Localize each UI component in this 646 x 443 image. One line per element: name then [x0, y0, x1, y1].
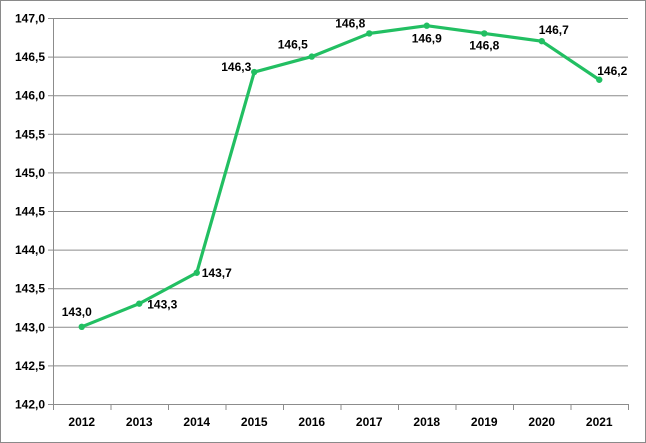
y-axis-tick-label: 144,5	[15, 205, 45, 219]
data-label: 146,2	[597, 64, 627, 78]
x-axis-tick-label: 2021	[586, 415, 613, 429]
data-point	[538, 37, 545, 45]
data-point	[78, 323, 85, 330]
data-label: 146,5	[278, 38, 308, 52]
data-label: 143,3	[147, 298, 177, 312]
x-axis-tick-label: 2019	[471, 415, 498, 429]
data-point	[366, 30, 373, 37]
data-point	[481, 30, 488, 37]
series-line	[80, 24, 601, 329]
data-label: 143,7	[202, 266, 232, 280]
y-axis-tick-labels: 142,0 142,5 143,0 143,5 144,0 144,5 145,0 145,5…	[15, 12, 45, 412]
axes	[53, 18, 629, 410]
y-axis-tick-label: 147,0	[15, 12, 45, 26]
data-series	[78, 22, 603, 330]
data-point	[596, 76, 603, 83]
data-label: 146,7	[539, 23, 569, 37]
data-label: 146,3	[221, 60, 251, 74]
gridlines	[48, 18, 628, 405]
x-axis-tick-label: 2016	[298, 415, 325, 429]
data-point	[193, 269, 200, 276]
data-label: 146,8	[335, 16, 365, 30]
x-axis-tick-labels: 2012 2013 2014 2015 2016 2017 2018 2019 2020 2021	[68, 415, 613, 429]
data-point	[251, 68, 258, 76]
x-axis-tick-label: 2014	[183, 415, 210, 429]
x-axis-tick-label: 2020	[528, 415, 555, 429]
y-axis-tick-label: 145,0	[15, 166, 45, 180]
data-point	[136, 300, 143, 307]
data-label: 143,0	[62, 305, 92, 319]
x-axis-tick-label: 2018	[413, 415, 440, 429]
y-axis-tick-label: 142,5	[15, 359, 45, 373]
y-axis-tick-label: 143,5	[15, 282, 45, 296]
data-label: 146,8	[469, 38, 499, 52]
data-labels: 143,0 143,3 143,7 146,3 146,5 146,8 146,9 146,8…	[62, 16, 628, 318]
y-axis-tick-label: 142,0	[15, 398, 45, 412]
x-axis-tick-label: 2015	[241, 415, 268, 429]
data-point	[423, 22, 430, 29]
data-label: 146,9	[412, 32, 442, 46]
x-axis-tick-label: 2017	[356, 415, 383, 429]
y-axis-tick-label: 144,0	[15, 243, 45, 257]
x-axis-tick-label: 2013	[126, 415, 153, 429]
x-axis-tick-label: 2012	[68, 415, 95, 429]
y-axis-tick-label: 145,5	[15, 127, 45, 141]
y-axis-tick-label: 146,5	[15, 50, 45, 64]
y-axis-tick-label: 143,0	[15, 320, 45, 334]
y-axis-tick-label: 146,0	[15, 89, 45, 103]
data-point	[308, 53, 315, 60]
